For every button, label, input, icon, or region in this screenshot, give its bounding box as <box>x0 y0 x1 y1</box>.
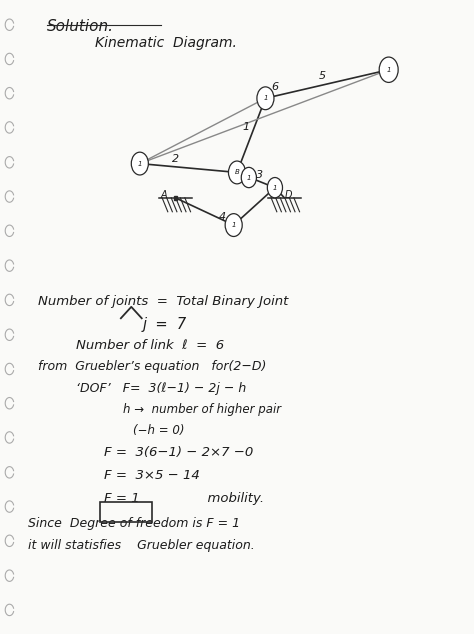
Bar <box>387 67 390 72</box>
Text: Solution.: Solution. <box>47 19 114 34</box>
Text: 5: 5 <box>319 71 326 81</box>
Circle shape <box>228 161 246 184</box>
Text: 4: 4 <box>219 212 227 222</box>
Text: it will statisfies    Gruebler equation.: it will statisfies Gruebler equation. <box>28 539 255 552</box>
Bar <box>100 502 152 522</box>
Bar <box>264 96 267 101</box>
Text: 3: 3 <box>256 170 264 180</box>
Bar <box>173 195 177 200</box>
Text: F =  3×5 − 14: F = 3×5 − 14 <box>104 469 200 482</box>
Text: F =  3(6−1) − 2×7 −0: F = 3(6−1) − 2×7 −0 <box>104 446 254 460</box>
Text: 1: 1 <box>273 184 277 191</box>
Text: 1: 1 <box>231 222 236 228</box>
Text: from  Gruebler’s equation   for(2−D): from Gruebler’s equation for(2−D) <box>38 360 266 373</box>
Text: h →  number of higher pair: h → number of higher pair <box>123 403 282 416</box>
Circle shape <box>131 152 148 175</box>
Bar <box>232 223 235 227</box>
Circle shape <box>225 214 242 236</box>
Text: D: D <box>284 190 292 200</box>
Text: B: B <box>235 169 239 176</box>
Text: 1: 1 <box>137 160 142 167</box>
Text: 1: 1 <box>243 122 250 132</box>
Text: Kinematic  Diagram.: Kinematic Diagram. <box>95 36 237 50</box>
Text: Number of link  ℓ  =  6: Number of link ℓ = 6 <box>76 339 224 352</box>
Circle shape <box>257 87 274 110</box>
Text: F = 1: F = 1 <box>104 492 140 505</box>
Text: A: A <box>160 190 167 200</box>
Text: 2: 2 <box>172 153 179 164</box>
Text: j  =  7: j = 7 <box>142 317 186 332</box>
Text: 6: 6 <box>271 82 279 93</box>
Circle shape <box>267 178 283 198</box>
Text: ‘DOF’   F=  3(ℓ−1) − 2j − h: ‘DOF’ F= 3(ℓ−1) − 2j − h <box>76 382 246 395</box>
Text: 1: 1 <box>386 67 391 73</box>
Text: 1: 1 <box>246 174 251 181</box>
Circle shape <box>379 57 398 82</box>
Text: mobility.: mobility. <box>199 492 264 505</box>
Bar <box>235 170 238 174</box>
Circle shape <box>241 167 256 188</box>
Text: Number of joints  =  Total Binary Joint: Number of joints = Total Binary Joint <box>38 295 288 308</box>
Text: Since  Degree of freedom is F = 1: Since Degree of freedom is F = 1 <box>28 517 241 530</box>
Text: 1: 1 <box>263 95 268 101</box>
Text: (−h = 0): (−h = 0) <box>133 424 184 437</box>
